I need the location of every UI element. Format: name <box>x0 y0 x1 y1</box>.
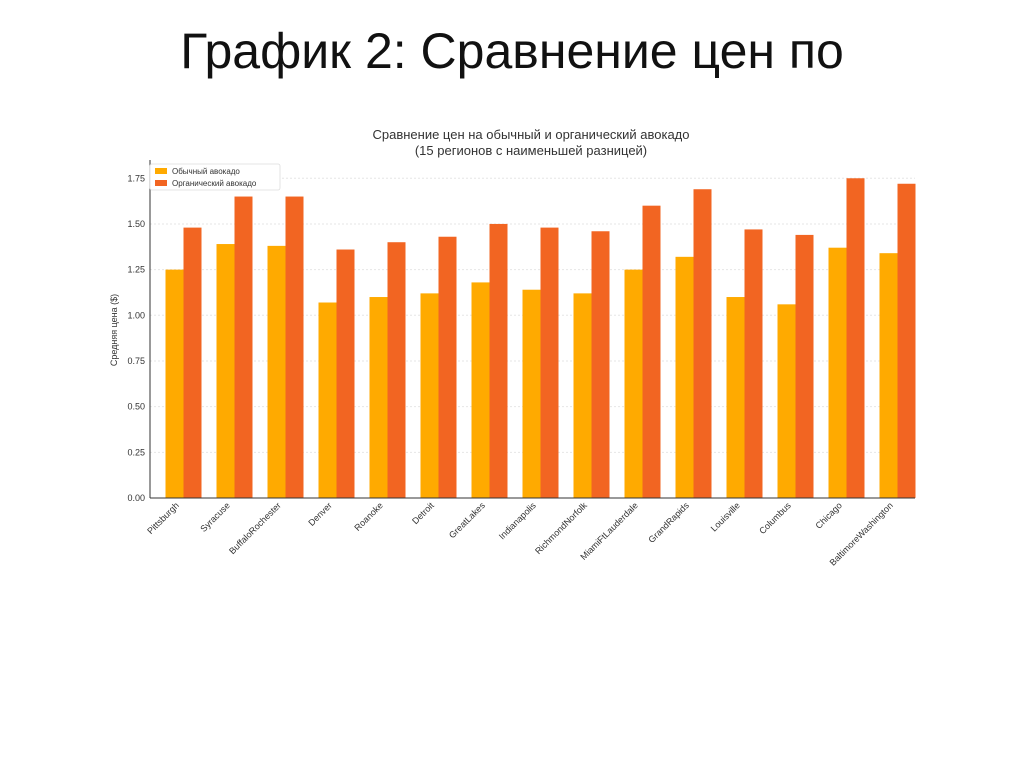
y-tick-label: 0.25 <box>127 447 145 457</box>
bar-regular-greatlakes <box>471 282 490 498</box>
x-tick-label: Roanoke <box>352 500 385 533</box>
bar-regular-syracuse <box>216 244 235 498</box>
x-tick-label: Denver <box>306 500 334 528</box>
bar-regular-indianapolis <box>522 289 541 498</box>
legend-label-regular: Обычный авокадо <box>172 167 240 176</box>
bar-regular-denver <box>318 302 337 498</box>
x-tick-label: Detroit <box>410 500 436 526</box>
bar-regular-chicago <box>828 247 847 498</box>
y-tick-label: 1.25 <box>127 265 145 275</box>
y-tick-label: 1.00 <box>127 310 145 320</box>
legend-swatch-regular <box>155 168 167 174</box>
x-tick-label: GreatLakes <box>447 500 487 540</box>
bar-regular-grandrapids <box>675 256 694 498</box>
slide-title: График 2: Сравнение цен по <box>180 23 844 79</box>
x-tick-label: GrandRapids <box>646 500 691 545</box>
bar-regular-baltimorewashington <box>879 253 898 498</box>
bar-regular-detroit <box>420 293 439 498</box>
x-tick-label: Pittsburgh <box>145 500 181 536</box>
y-tick-label: 0.75 <box>127 356 145 366</box>
x-tick-label: BuffaloRochester <box>227 500 283 556</box>
x-tick-label: MiamiFtLauderdale <box>578 500 640 562</box>
bar-regular-richmondnorfolk <box>573 293 592 498</box>
x-tick-label: Columbus <box>757 500 793 536</box>
legend: Обычный авокадо Органический авокадо <box>149 163 281 191</box>
bar-organic-syracuse <box>234 196 253 499</box>
y-tick-label: 0.00 <box>127 493 145 503</box>
x-tick-label: Syracuse <box>198 500 232 534</box>
bar-regular-louisville <box>726 297 745 498</box>
bar-organic-chicago <box>846 178 865 498</box>
bar-organic-pittsburgh <box>183 227 202 498</box>
bar-regular-miamiftlauderdale <box>624 269 643 498</box>
legend-box <box>149 163 281 191</box>
x-tick-label: Louisville <box>709 500 742 533</box>
chart-title: Сравнение цен на обычный и органический … <box>372 127 689 142</box>
y-tick-label: 1.50 <box>127 219 145 229</box>
x-tick-label: Chicago <box>813 500 843 530</box>
x-tick-label: Indianapolis <box>497 500 538 541</box>
bar-organic-detroit <box>438 236 457 498</box>
bar-organic-louisville <box>744 229 763 498</box>
bar-organic-greatlakes <box>489 223 508 498</box>
bar-organic-columbus <box>795 234 814 498</box>
bar-organic-indianapolis <box>540 227 559 498</box>
legend-swatch-organic <box>155 180 167 186</box>
bars-group <box>165 178 916 499</box>
chart-subtitle: (15 регионов с наименьшей разницей) <box>415 143 647 158</box>
y-tick-label: 1.75 <box>127 173 145 183</box>
bar-regular-roanoke <box>369 297 388 498</box>
y-axis-label: Средняя цена ($) <box>109 294 119 366</box>
bar-organic-denver <box>336 249 355 498</box>
bar-organic-miamiftlauderdale <box>642 205 661 499</box>
y-tick-labels: 0.00 0.25 0.50 0.75 1.00 1.25 1.50 1.75 <box>127 173 145 503</box>
bar-organic-richmondnorfolk <box>591 231 610 498</box>
x-tick-label: RichmondNorfolk <box>533 500 589 556</box>
bar-regular-buffalorochester <box>267 245 286 498</box>
bar-regular-pittsburgh <box>165 269 184 498</box>
bar-organic-buffalorochester <box>285 196 304 499</box>
legend-label-organic: Органический авокадо <box>172 179 257 188</box>
bar-regular-columbus <box>777 304 796 498</box>
y-tick-label: 0.50 <box>127 402 145 412</box>
bar-organic-roanoke <box>387 242 406 498</box>
bar-organic-grandrapids <box>693 189 712 499</box>
bar-organic-baltimorewashington <box>897 183 916 499</box>
axes-group <box>149 160 915 499</box>
